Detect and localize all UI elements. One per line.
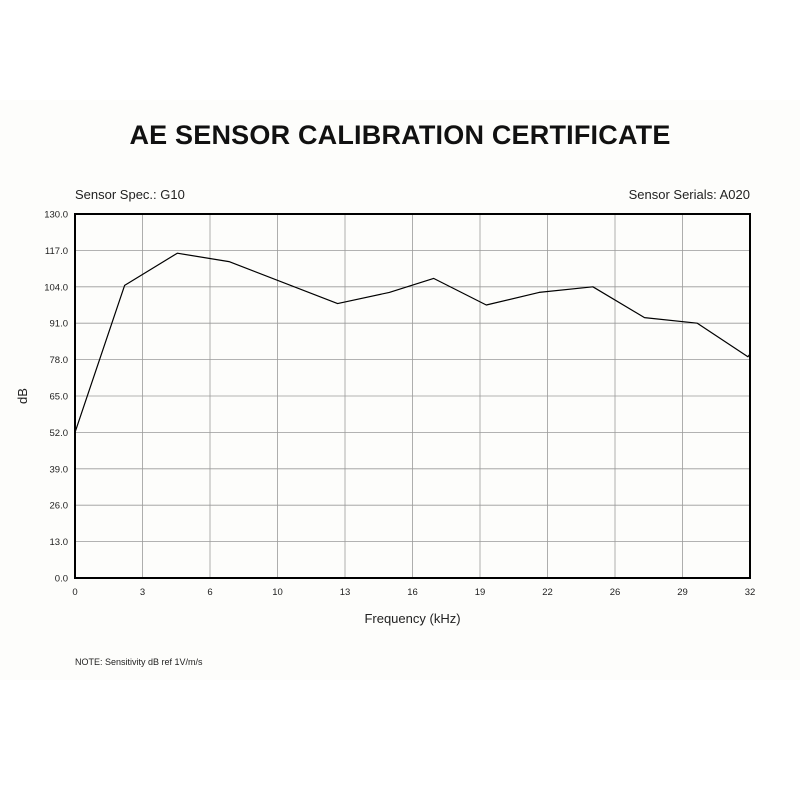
y-tick-label: 52.0: [50, 428, 69, 439]
y-tick-label: 104.0: [44, 282, 68, 293]
sensor-spec: Sensor Spec.: G10: [75, 187, 185, 202]
x-tick-label: 3: [140, 587, 145, 598]
x-tick-label: 16: [407, 587, 418, 598]
certificate-sheet: [0, 100, 800, 680]
y-tick-label: 65.0: [50, 392, 69, 403]
x-tick-label: 29: [677, 587, 688, 598]
x-tick-label: 22: [542, 587, 553, 598]
x-tick-label: 26: [610, 587, 621, 598]
y-tick-label: 39.0: [50, 464, 69, 475]
x-tick-label: 6: [207, 587, 212, 598]
y-tick-label: 117.0: [45, 246, 68, 257]
x-tick-label: 19: [475, 587, 486, 598]
series-line: [74, 252, 751, 433]
plot-frame: [74, 213, 751, 579]
y-tick-label: 78.0: [50, 355, 69, 366]
sensor-serials: Sensor Serials: A020: [628, 187, 750, 202]
chart-series: [74, 252, 751, 433]
chart-grid: [74, 213, 751, 579]
y-axis-ticks: 0.0 13.0 26.0 39.0 52.0 65.0 78.0 91.0 104.0 117.…: [44, 210, 68, 585]
y-tick-label: 91.0: [50, 319, 69, 330]
y-axis-label: dB: [15, 388, 30, 404]
certificate-title: AE SENSOR CALIBRATION CERTIFICATE: [129, 120, 671, 150]
x-axis-ticks: 0 3 6 10 13 16 19 22 26 29 32: [72, 587, 755, 598]
y-tick-label: 0.0: [55, 574, 68, 585]
x-tick-label: 13: [340, 587, 351, 598]
y-tick-label: 13.0: [50, 537, 69, 548]
x-tick-label: 32: [745, 587, 756, 598]
x-tick-label: 0: [72, 587, 77, 598]
note-text: NOTE: Sensitivity dB ref 1V/m/s: [75, 657, 203, 667]
y-tick-label: 26.0: [50, 501, 69, 512]
x-axis-label: Frequency (kHz): [364, 611, 460, 626]
y-tick-label: 130.0: [44, 210, 68, 221]
x-tick-label: 10: [272, 587, 283, 598]
